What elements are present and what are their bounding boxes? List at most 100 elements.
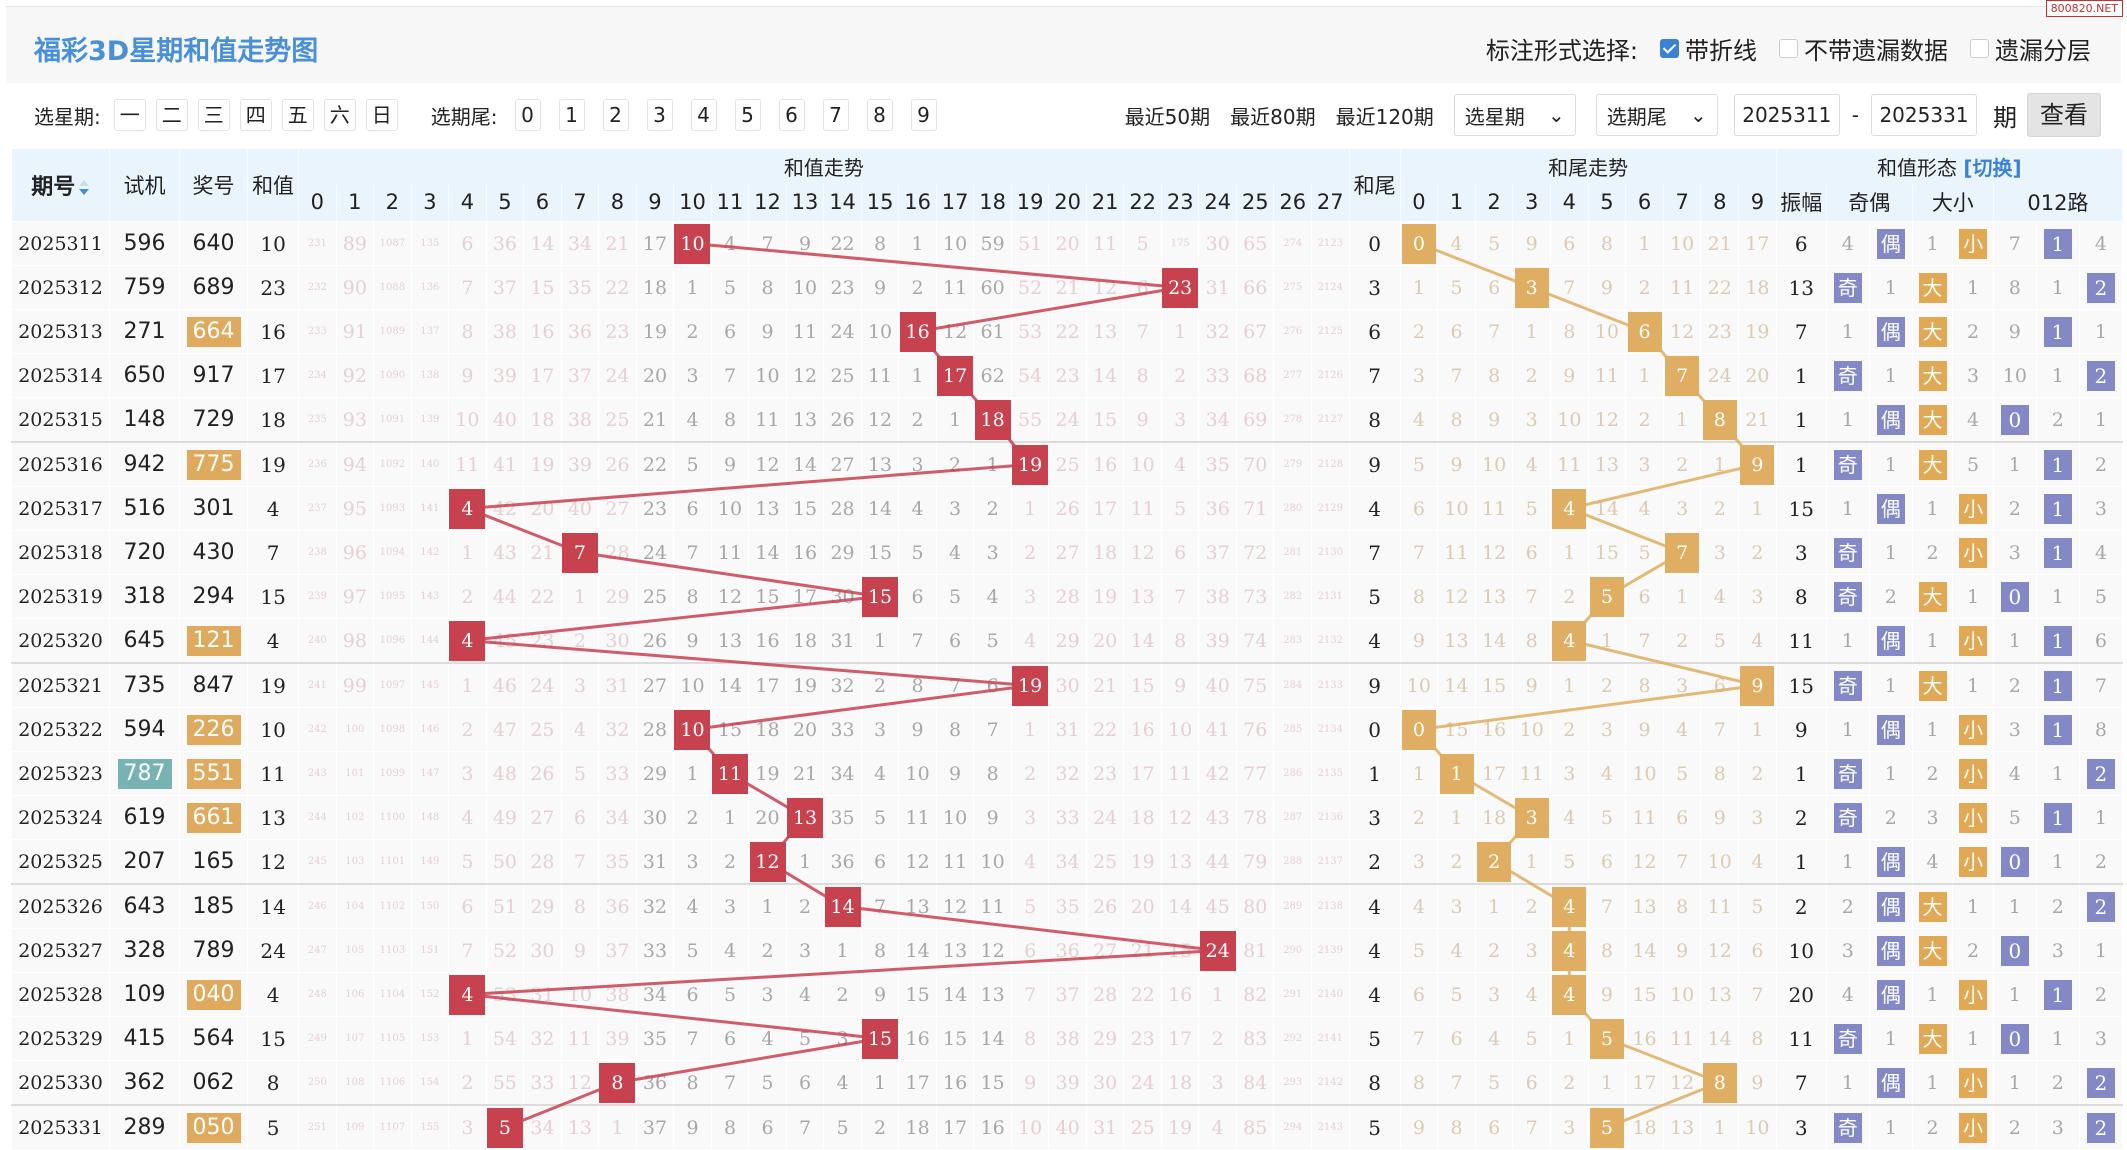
sort-icon[interactable]: [79, 180, 90, 196]
tail-button[interactable]: 3: [646, 99, 673, 131]
table-row: 2025314 650 917 17 234 92 1090 138 9 39 17 37 24 20 3 7…: [10, 353, 2124, 398]
sum-trend-cell: 9: [785, 221, 825, 266]
sum-trend-cell: 1: [973, 441, 1012, 487]
from-issue-input[interactable]: [1733, 94, 1840, 136]
route-012-cell: 4: [1992, 751, 2037, 796]
weekday-button[interactable]: 三: [197, 99, 230, 131]
recent-80-link[interactable]: 最近80期: [1230, 104, 1316, 129]
sum-cell: 4: [247, 486, 300, 531]
sum-trend-cell: 11: [860, 353, 900, 398]
sum-trend-cell: 108: [335, 1060, 375, 1106]
sum-trend-cell: 27: [1085, 928, 1125, 973]
tail-trend-cell: 7: [1625, 618, 1664, 664]
weekday-button[interactable]: 日: [365, 99, 398, 131]
tail-trend-cell: 5: [1512, 1016, 1552, 1061]
sum-column-header: 16: [898, 183, 937, 222]
sum-trend-cell: 240: [298, 618, 337, 664]
sum-trend-cell: 5: [935, 574, 975, 619]
tail-button[interactable]: 2: [602, 99, 629, 131]
sum-trend-cell: 2124: [1311, 265, 1350, 310]
tail-select[interactable]: 选期尾 ⌄: [1595, 94, 1718, 136]
sum-trend-cell: 20: [785, 707, 825, 752]
weekday-select[interactable]: 选星期 ⌄: [1453, 94, 1576, 136]
sum-trend-cell: 33: [523, 1060, 562, 1106]
test-number: 594: [123, 717, 166, 742]
sum-trend-cell: 107: [335, 1016, 375, 1061]
tail-trend-cell: 8: [1738, 1016, 1777, 1061]
sum-cell: 4: [247, 618, 300, 664]
tail-trend-cell: 4: [1512, 972, 1552, 1017]
sum-trend-cell: 34: [560, 221, 600, 266]
sum-trend-cell: 15: [860, 1016, 900, 1061]
sum-cell: 8: [247, 1060, 300, 1106]
column-header-issue[interactable]: 期号: [11, 149, 111, 222]
tail-button[interactable]: 5: [734, 99, 761, 131]
tail-button[interactable]: 7: [822, 99, 849, 131]
option-no-omission-label[interactable]: 不带遗漏数据: [1804, 37, 1948, 65]
tail-button[interactable]: 6: [778, 99, 805, 131]
tail-button[interactable]: 4: [690, 99, 717, 131]
tail-trend-cell: 1: [1738, 707, 1777, 752]
tail-trend-cell: 1: [1700, 1104, 1740, 1150]
tail-button[interactable]: 0: [514, 99, 541, 131]
option-polyline-label[interactable]: 带折线: [1685, 37, 1757, 65]
tail-trend-cell: 2: [1437, 839, 1476, 885]
odd-even-badge: 偶: [1876, 493, 1905, 524]
route-012-badge: 2: [2086, 272, 2115, 303]
checkbox-no-omission[interactable]: [1779, 39, 1798, 58]
switch-link[interactable]: [切换]: [1963, 155, 2022, 180]
sum-trend-cell: 33: [598, 751, 637, 796]
tail-trend-cell: 2: [1662, 441, 1702, 487]
tail-trend-cell: 3: [1625, 441, 1664, 487]
weekday-button[interactable]: 四: [239, 99, 272, 131]
test-number-cell: 362: [109, 1060, 181, 1106]
big-small-cell: 大: [1911, 1016, 1954, 1061]
big-small-badge: 小: [1959, 493, 1988, 524]
sum-trend-cell: 36: [485, 221, 525, 266]
chevron-down-icon: ⌄: [1690, 103, 1707, 127]
weekday-button[interactable]: 一: [113, 99, 146, 131]
draw-number: 564: [192, 1026, 235, 1051]
sum-trend-cell: 43: [1198, 795, 1237, 840]
route-012-badge: 1: [2043, 714, 2072, 745]
route-012-cell: 1: [2035, 1016, 2080, 1061]
recent-50-link[interactable]: 最近50期: [1124, 104, 1211, 129]
to-issue-input[interactable]: [1871, 94, 1977, 136]
sum-trend-cell: 96: [335, 530, 375, 575]
weekday-button[interactable]: 六: [323, 99, 356, 131]
sum-cell: 10: [247, 707, 300, 752]
table-row: 2025328 109 040 4 248 106 1104 152 4 53 31 10 38 34 6 5…: [10, 972, 2124, 1017]
route-012-badge: 2: [2086, 1112, 2115, 1143]
tail-button[interactable]: 8: [866, 99, 893, 131]
sum-trend-cell: 8: [748, 265, 787, 310]
sum-trend-cell: 37: [598, 928, 637, 973]
test-number: 109: [123, 982, 166, 1007]
sum-trend-cell: 18: [635, 265, 675, 310]
sum-trend-cell: 30: [523, 928, 562, 973]
weekday-button[interactable]: 五: [281, 99, 314, 131]
sum-trend-cell: 25: [1085, 839, 1125, 885]
option-omission-layer-label[interactable]: 遗漏分层: [1995, 37, 2091, 65]
sum-trend-cell: 25: [598, 397, 637, 443]
sum-column-header: 4: [448, 183, 487, 222]
route-012-cell: 0: [1992, 574, 2037, 619]
tail-trend-cell: 7: [1512, 574, 1552, 619]
checkbox-polyline[interactable]: [1660, 39, 1679, 58]
tail-trend-cell: 12: [1587, 397, 1627, 443]
sum-trend-cell: 1089: [373, 309, 412, 354]
tail-trend-cell: 5: [1512, 486, 1552, 531]
sum-trend-cell: 9: [710, 441, 750, 487]
tail-trend-cell: 12: [1437, 574, 1476, 619]
weekday-button[interactable]: 二: [155, 99, 188, 131]
sum-trend-cell: 19: [1085, 574, 1125, 619]
sum-trend-cell: 4: [1198, 1104, 1237, 1150]
recent-120-link[interactable]: 最近120期: [1335, 104, 1434, 129]
view-button[interactable]: 查看: [2027, 93, 2101, 137]
checkbox-omission-layer[interactable]: [1970, 39, 1989, 58]
tail-button[interactable]: 9: [910, 99, 937, 131]
sum-column-header: 5: [486, 183, 525, 222]
sum-cell: 5: [247, 1104, 300, 1150]
tail-button[interactable]: 1: [558, 99, 585, 131]
sum-cell: 18: [247, 397, 300, 443]
